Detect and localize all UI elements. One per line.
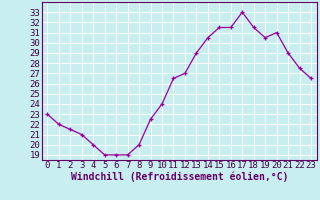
X-axis label: Windchill (Refroidissement éolien,°C): Windchill (Refroidissement éolien,°C)	[70, 172, 288, 182]
